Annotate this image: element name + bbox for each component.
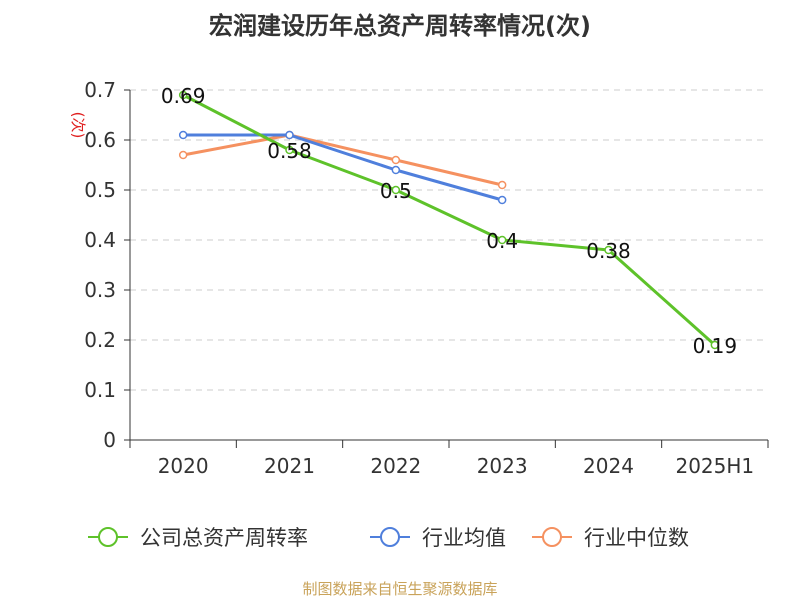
legend-swatch-marker bbox=[542, 527, 562, 547]
legend-label: 行业均值 bbox=[422, 526, 506, 550]
data-label: 0.58 bbox=[267, 139, 312, 163]
data-label: 0.69 bbox=[161, 84, 206, 108]
data-point bbox=[178, 150, 188, 160]
y-tick-label: 0.6 bbox=[84, 128, 116, 152]
data-point bbox=[604, 245, 613, 255]
x-tick-label: 2020 bbox=[158, 454, 209, 478]
series-line-1 bbox=[183, 133, 503, 202]
legend-label: 行业中位数 bbox=[584, 526, 689, 550]
y-tick-label: 0.5 bbox=[84, 178, 116, 202]
data-label: 0.4 bbox=[486, 229, 518, 253]
data-label: 0.19 bbox=[693, 334, 738, 358]
y-axis-label: (次) bbox=[69, 112, 87, 139]
x-tick-label: 2024 bbox=[583, 454, 634, 478]
data-point bbox=[285, 130, 294, 140]
data-label: 0.38 bbox=[586, 239, 631, 263]
data-point bbox=[391, 185, 401, 195]
data-point bbox=[178, 90, 188, 100]
data-point bbox=[391, 155, 401, 165]
y-tick-label: 0.1 bbox=[84, 378, 116, 402]
y-tick-label: 0 bbox=[103, 428, 116, 452]
data-point bbox=[497, 235, 507, 245]
x-tick-label: 2023 bbox=[477, 454, 528, 478]
y-tick-label: 0.2 bbox=[84, 328, 116, 352]
data-point bbox=[497, 195, 507, 205]
data-point bbox=[497, 180, 507, 190]
data-point bbox=[285, 145, 294, 155]
source-note: 制图数据来自恒生聚源数据库 bbox=[302, 580, 498, 598]
data-label: 0.5 bbox=[380, 179, 412, 203]
chart-title: 宏润建设历年总资产周转率情况(次) bbox=[209, 12, 591, 40]
x-tick-label: 2021 bbox=[264, 454, 315, 478]
x-tick-label: 2022 bbox=[370, 454, 421, 478]
data-point bbox=[178, 130, 188, 140]
y-tick-label: 0.3 bbox=[84, 278, 116, 302]
y-tick-label: 0.7 bbox=[84, 78, 116, 102]
y-tick-label: 0.4 bbox=[84, 228, 116, 252]
x-tick-label: 2025H1 bbox=[675, 454, 754, 478]
series-line-2 bbox=[182, 133, 503, 187]
data-point bbox=[391, 165, 401, 175]
legend-label: 公司总资产周转率 bbox=[140, 526, 308, 550]
legend-swatch-marker bbox=[380, 527, 400, 547]
legend-swatch-marker bbox=[98, 527, 118, 547]
series-line-0 bbox=[182, 93, 716, 347]
data-point bbox=[710, 340, 720, 350]
